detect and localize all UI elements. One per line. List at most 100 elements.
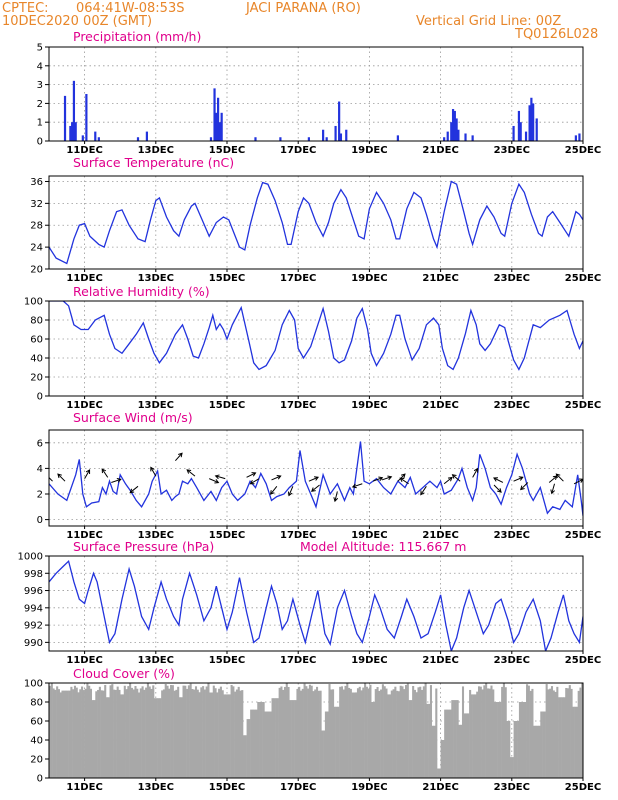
cloud-cover-bar [49, 685, 52, 778]
pressure-xtick-label: 15DEC [209, 655, 245, 666]
pressure-frame [48, 555, 584, 652]
cloud-cover-bar [97, 689, 100, 778]
cloud-cover-bar [91, 700, 94, 778]
precipitation-bar [453, 110, 456, 141]
cloud-cover-bar [219, 686, 222, 778]
humidity-ytick-label: 80 [30, 316, 43, 327]
temperature-xtick-label: 23DEC [494, 273, 530, 284]
wind-arrow [351, 483, 363, 489]
cloud-cover-bar [116, 686, 119, 778]
precipitation-bar [528, 105, 531, 141]
cloud-cover-bar [529, 690, 532, 778]
cloud-cover-bar [390, 690, 393, 778]
cloud-cover-bar [568, 685, 571, 778]
cloud-cover-bar [501, 686, 504, 778]
cloud-cover-bar [510, 757, 513, 778]
cloud-cover-bar [54, 689, 57, 778]
precipitation-bar [322, 129, 325, 141]
cloud-cover-bar [178, 697, 182, 778]
wind-xtick-label: 13DEC [138, 530, 174, 541]
cloud-cover-bar [492, 689, 495, 778]
cloud-cover-bar [161, 690, 164, 778]
cloud-cover-bar [278, 687, 281, 778]
cloud-cover-bar [305, 686, 308, 778]
cloud-cover-bar [447, 709, 450, 778]
humidity-xtick-label: 13DEC [138, 400, 174, 411]
precipitation-title: Precipitation (mm/h) [73, 29, 201, 44]
cloud-cover-bar [326, 711, 329, 778]
header-code: TQ0126L028 [514, 27, 598, 42]
cloud-cover-bar [95, 691, 98, 778]
cloud-cover-bar [93, 700, 96, 778]
cloud-cover-bar [84, 688, 87, 778]
cloud-cover-bar [360, 690, 363, 778]
cloud-cover-bar [187, 685, 190, 778]
cloud-cover-title: Cloud Cover (%) [73, 666, 175, 681]
wind-panel: Surface Wind (m/s) 0 2 4 6 11DEC 13DEC 15DEC 17… [37, 410, 602, 541]
cloud-cover-bar [59, 692, 62, 778]
cloud-cover-bar [333, 706, 336, 778]
cloud-cover-bar [314, 689, 317, 778]
humidity-xtick-label: 11DEC [66, 400, 102, 411]
wind-arrow [372, 476, 384, 482]
cloud-cover-bar [209, 692, 212, 778]
cloud-cover-bar [102, 690, 105, 778]
cloud-cover-bar [342, 689, 345, 778]
cloud-cover-bar [383, 686, 386, 778]
cloud-cover-bar [485, 683, 488, 778]
precipitation-bar [72, 80, 76, 141]
cloud-cover-bar [323, 730, 326, 778]
cloud-cover-bar [291, 700, 294, 778]
cloud-cover-bar [210, 692, 214, 778]
pressure-ytick-label: 992 [24, 621, 43, 632]
cloud-cover-bar [570, 688, 573, 778]
cloud-cover-bar [251, 709, 254, 778]
pressure-xtick-label: 21DEC [422, 655, 458, 666]
cloud-cover-bar [424, 683, 427, 778]
wind-xtick-label: 21DEC [422, 530, 458, 541]
wind-arrow [573, 478, 583, 485]
cloud-cover-bar [387, 694, 390, 778]
precipitation-ytick-label: 3 [37, 80, 43, 91]
precipitation-bar [220, 112, 223, 141]
cloud-cover-bar [413, 689, 416, 778]
cloud-cover-bar [184, 685, 187, 778]
cloud-cover-bar [486, 688, 489, 778]
cloud-cover-bar [419, 686, 422, 778]
pressure-xtick-label: 17DEC [280, 655, 316, 666]
wind-arrow [550, 483, 556, 495]
temperature-ytick-label: 28 [30, 221, 43, 232]
cloud-cover-bar [125, 689, 128, 778]
cloud-cover-bar [463, 713, 466, 778]
humidity-ytick-label: 20 [30, 373, 43, 384]
cloud-cover-bar [66, 690, 69, 778]
humidity-series-line [49, 301, 583, 371]
wind-arrow [150, 466, 157, 477]
cloud-cover-bar [561, 697, 564, 778]
cloud-cover-bar [577, 690, 580, 778]
cloud-cover-bar [380, 689, 383, 778]
cloud-cover-bar [232, 686, 235, 778]
cloud-cover-bar [82, 690, 85, 778]
wind-xtick-label: 11DEC [66, 530, 102, 541]
humidity-xtick-label: 17DEC [280, 400, 316, 411]
cloud-cover-bar [515, 721, 518, 778]
humidity-data [49, 301, 583, 371]
cloud-cover-bar [200, 687, 203, 778]
precipitation-bar [85, 94, 88, 141]
cloud-cover-bar [518, 702, 521, 778]
cloud-cover-bar [477, 686, 481, 778]
precipitation-ytick-label: 5 [37, 43, 43, 54]
cloud-cover-bar [273, 698, 276, 778]
cloud-cover-bar [440, 740, 443, 778]
cloud-cover-bar [566, 688, 570, 778]
cloud-cover-bar [328, 684, 331, 778]
cloud-cover-bar [148, 686, 151, 778]
pressure-ytick-label: 1000 [18, 552, 43, 563]
cloud-cover-bar [456, 700, 459, 778]
precipitation-bar [578, 133, 581, 141]
humidity-title: Relative Humidity (%) [73, 284, 210, 299]
cloud-cover-bar [235, 689, 238, 778]
cloud-cover-bar [438, 768, 441, 778]
